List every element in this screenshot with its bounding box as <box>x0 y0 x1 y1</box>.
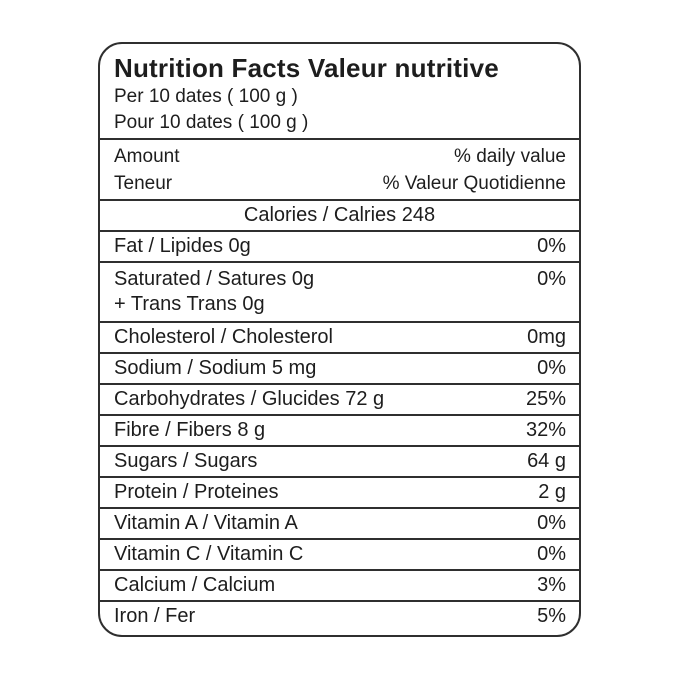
nutrient-value: 32% <box>525 419 566 441</box>
amount-header-row-en: Amount % daily value <box>114 143 566 170</box>
nutrient-label: Cholesterol / Cholesterol <box>114 326 333 348</box>
amount-header-row-fr: Teneur % Valeur Quotidienne <box>114 170 566 197</box>
nutrient-row-fibre: Fibre / Fibers 8 g 32% <box>100 414 579 445</box>
label-header: Nutrition Facts Valeur nutritive Per 10 … <box>100 44 579 138</box>
nutrient-label: Iron / Fer <box>114 605 196 627</box>
amount-header-block: Amount % daily value Teneur % Valeur Quo… <box>100 138 579 199</box>
nutrient-value: 0% <box>537 357 566 379</box>
nutrient-label: Fibre / Fibers 8 g <box>114 419 266 441</box>
nutrient-row-fat: Fat / Lipides 0g 0% <box>100 230 579 261</box>
label-title: Nutrition Facts Valeur nutritive <box>114 53 499 83</box>
nutrient-row-vitamin-a: Vitamin A / Vitamin A 0% <box>100 507 579 538</box>
nutrient-label: Sodium / Sodium 5 mg <box>114 357 317 379</box>
amount-label-en: Amount <box>114 146 180 167</box>
nutrition-facts-label: Nutrition Facts Valeur nutritive Per 10 … <box>98 42 581 637</box>
nutrient-value: 0mg <box>527 326 566 348</box>
nutrient-label: Fat / Lipides 0g <box>114 235 251 257</box>
nutrient-row-iron: Iron / Fer 5% <box>100 600 579 635</box>
nutrient-row-saturated-trans: Saturated / Satures 0g 0% + Trans Trans … <box>100 261 579 321</box>
trans-sub-label: + Trans Trans 0g <box>114 293 265 315</box>
nutrient-row-carbohydrates: Carbohydrates / Glucides 72 g 25% <box>100 383 579 414</box>
nutrient-value: 0% <box>537 543 566 565</box>
daily-value-label-en: % daily value <box>454 146 566 167</box>
saturated-line: Saturated / Satures 0g 0% <box>114 267 566 292</box>
nutrient-value: 0% <box>537 512 566 534</box>
nutrient-value: 25% <box>525 388 566 410</box>
nutrient-row-vitamin-c: Vitamin C / Vitamin C 0% <box>100 538 579 569</box>
nutrient-label: Carbohydrates / Glucides 72 g <box>114 388 385 410</box>
nutrient-value: 0% <box>537 235 566 257</box>
serving-size-en: Per 10 dates ( 100 g ) <box>114 86 298 107</box>
calories-row: Calories / Calries 248 <box>100 199 579 230</box>
nutrient-label: Vitamin A / Vitamin A <box>114 512 298 534</box>
amount-label-fr: Teneur <box>114 173 173 194</box>
nutrient-value: 64 g <box>527 450 566 472</box>
nutrient-label: Vitamin C / Vitamin C <box>114 543 304 565</box>
nutrient-label: Sugars / Sugars <box>114 450 258 472</box>
daily-value-label-fr: % Valeur Quotidienne <box>382 173 566 194</box>
nutrient-row-sodium: Sodium / Sodium 5 mg 0% <box>100 352 579 383</box>
nutrient-row-protein: Protein / Proteines 2 g <box>100 476 579 507</box>
nutrient-label: Saturated / Satures 0g <box>114 268 315 290</box>
nutrient-label: Calcium / Calcium <box>114 574 276 596</box>
nutrient-label: Protein / Proteines <box>114 481 279 503</box>
nutrient-row-sugars: Sugars / Sugars 64 g <box>100 445 579 476</box>
nutrient-row-calcium: Calcium / Calcium 3% <box>100 569 579 600</box>
nutrient-value: 0% <box>537 268 566 290</box>
serving-size-fr: Pour 10 dates ( 100 g ) <box>114 112 309 133</box>
nutrient-value: 3% <box>537 574 566 596</box>
nutrient-value: 2 g <box>538 481 566 503</box>
nutrient-row-cholesterol: Cholesterol / Cholesterol 0mg <box>100 321 579 352</box>
nutrient-value: 5% <box>537 605 566 627</box>
